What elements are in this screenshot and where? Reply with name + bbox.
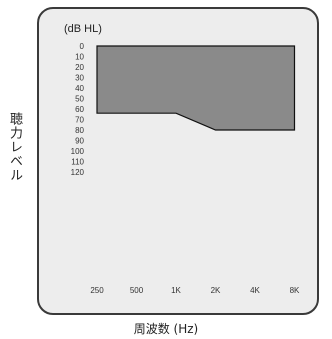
hearing-range-area <box>96 45 296 131</box>
y-tick-label: 30 <box>75 74 84 83</box>
unit-label: (dB HL) <box>64 23 102 35</box>
y-tick-label: 20 <box>75 63 84 72</box>
x-tick-label: 8K <box>290 286 300 295</box>
y-tick-label: 0 <box>80 42 85 51</box>
y-tick-label: 70 <box>75 116 84 125</box>
x-axis-label: 周波数 (Hz) <box>133 322 199 336</box>
x-tick-label: 1K <box>171 286 181 295</box>
y-tick-label: 110 <box>71 158 84 167</box>
y-tick-label: 100 <box>71 147 85 156</box>
y-axis-label: 聴力レベル <box>7 112 22 182</box>
y-tick-label: 10 <box>75 53 84 62</box>
y-tick-label: 60 <box>75 105 84 114</box>
y-tick-label: 80 <box>75 126 84 135</box>
y-tick-label: 40 <box>75 84 84 93</box>
hearing-range-areas <box>96 45 296 131</box>
x-tick-label: 2K <box>211 286 221 295</box>
x-tick-label: 250 <box>90 286 104 295</box>
y-tick-label: 120 <box>71 168 85 177</box>
y-tick-label: 90 <box>75 137 84 146</box>
x-tick-label: 4K <box>250 286 260 295</box>
x-tick-label: 500 <box>130 286 144 295</box>
x-tick-labels: 250 500 1K 2K 4K 8K <box>90 286 300 295</box>
y-tick-label: 50 <box>75 95 84 104</box>
